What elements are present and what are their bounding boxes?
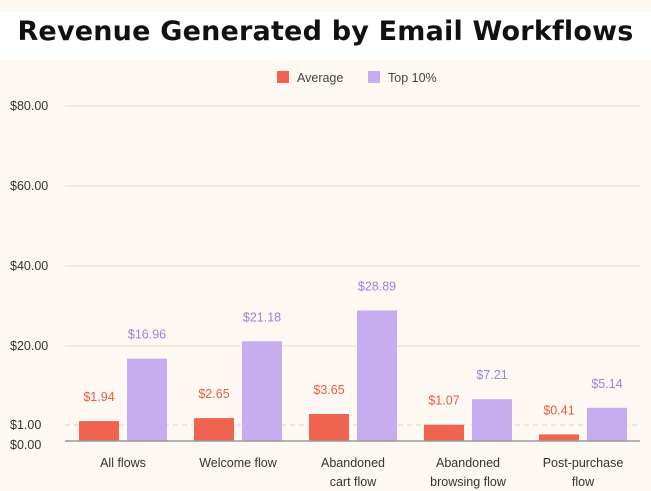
legend-swatch-1 <box>368 71 380 83</box>
data-label: $5.14 <box>591 377 622 391</box>
y-tick-label: $80.00 <box>10 99 48 113</box>
data-label: $3.65 <box>313 383 344 397</box>
data-label: $0.41 <box>543 403 574 417</box>
x-category-label: browsing flow <box>430 475 507 489</box>
x-category-label: Welcome flow <box>199 456 278 470</box>
x-category-label: cart flow <box>330 475 378 489</box>
y-tick-label: $1.00 <box>10 418 41 432</box>
legend-swatch-0 <box>277 71 289 83</box>
y-tick-label: $60.00 <box>10 179 48 193</box>
x-category-label: All flows <box>100 456 146 470</box>
x-category-label: Post-purchase <box>543 456 624 470</box>
data-label: $1.07 <box>428 394 459 408</box>
data-label: $1.94 <box>83 390 114 404</box>
data-label: $28.89 <box>358 279 396 293</box>
bar-average <box>539 434 579 441</box>
legend-label: Top 10% <box>388 71 437 85</box>
bar-average <box>79 421 119 441</box>
bar-average <box>194 418 234 441</box>
bar-top-10- <box>472 399 512 441</box>
data-label: $16.96 <box>128 328 166 342</box>
data-label: $2.65 <box>198 387 229 401</box>
bar-top-10- <box>242 341 282 441</box>
x-category-label: Abandoned <box>321 456 385 470</box>
y-tick-label: $40.00 <box>10 259 48 273</box>
y-tick-label: $0.00 <box>10 438 41 452</box>
y-tick-label: $20.00 <box>10 339 48 353</box>
bar-top-10- <box>587 407 627 441</box>
data-label: $21.18 <box>243 310 281 324</box>
data-label: $7.21 <box>476 368 507 382</box>
legend-label: Average <box>297 71 343 85</box>
bar-top-10- <box>357 310 397 441</box>
x-category-label: flow <box>572 475 595 489</box>
bar-average <box>424 424 464 441</box>
bar-top-10- <box>127 358 167 441</box>
bar-average <box>309 413 349 441</box>
x-category-label: Abandoned <box>436 456 500 470</box>
chart-title: Revenue Generated by Email Workflows <box>0 12 651 60</box>
